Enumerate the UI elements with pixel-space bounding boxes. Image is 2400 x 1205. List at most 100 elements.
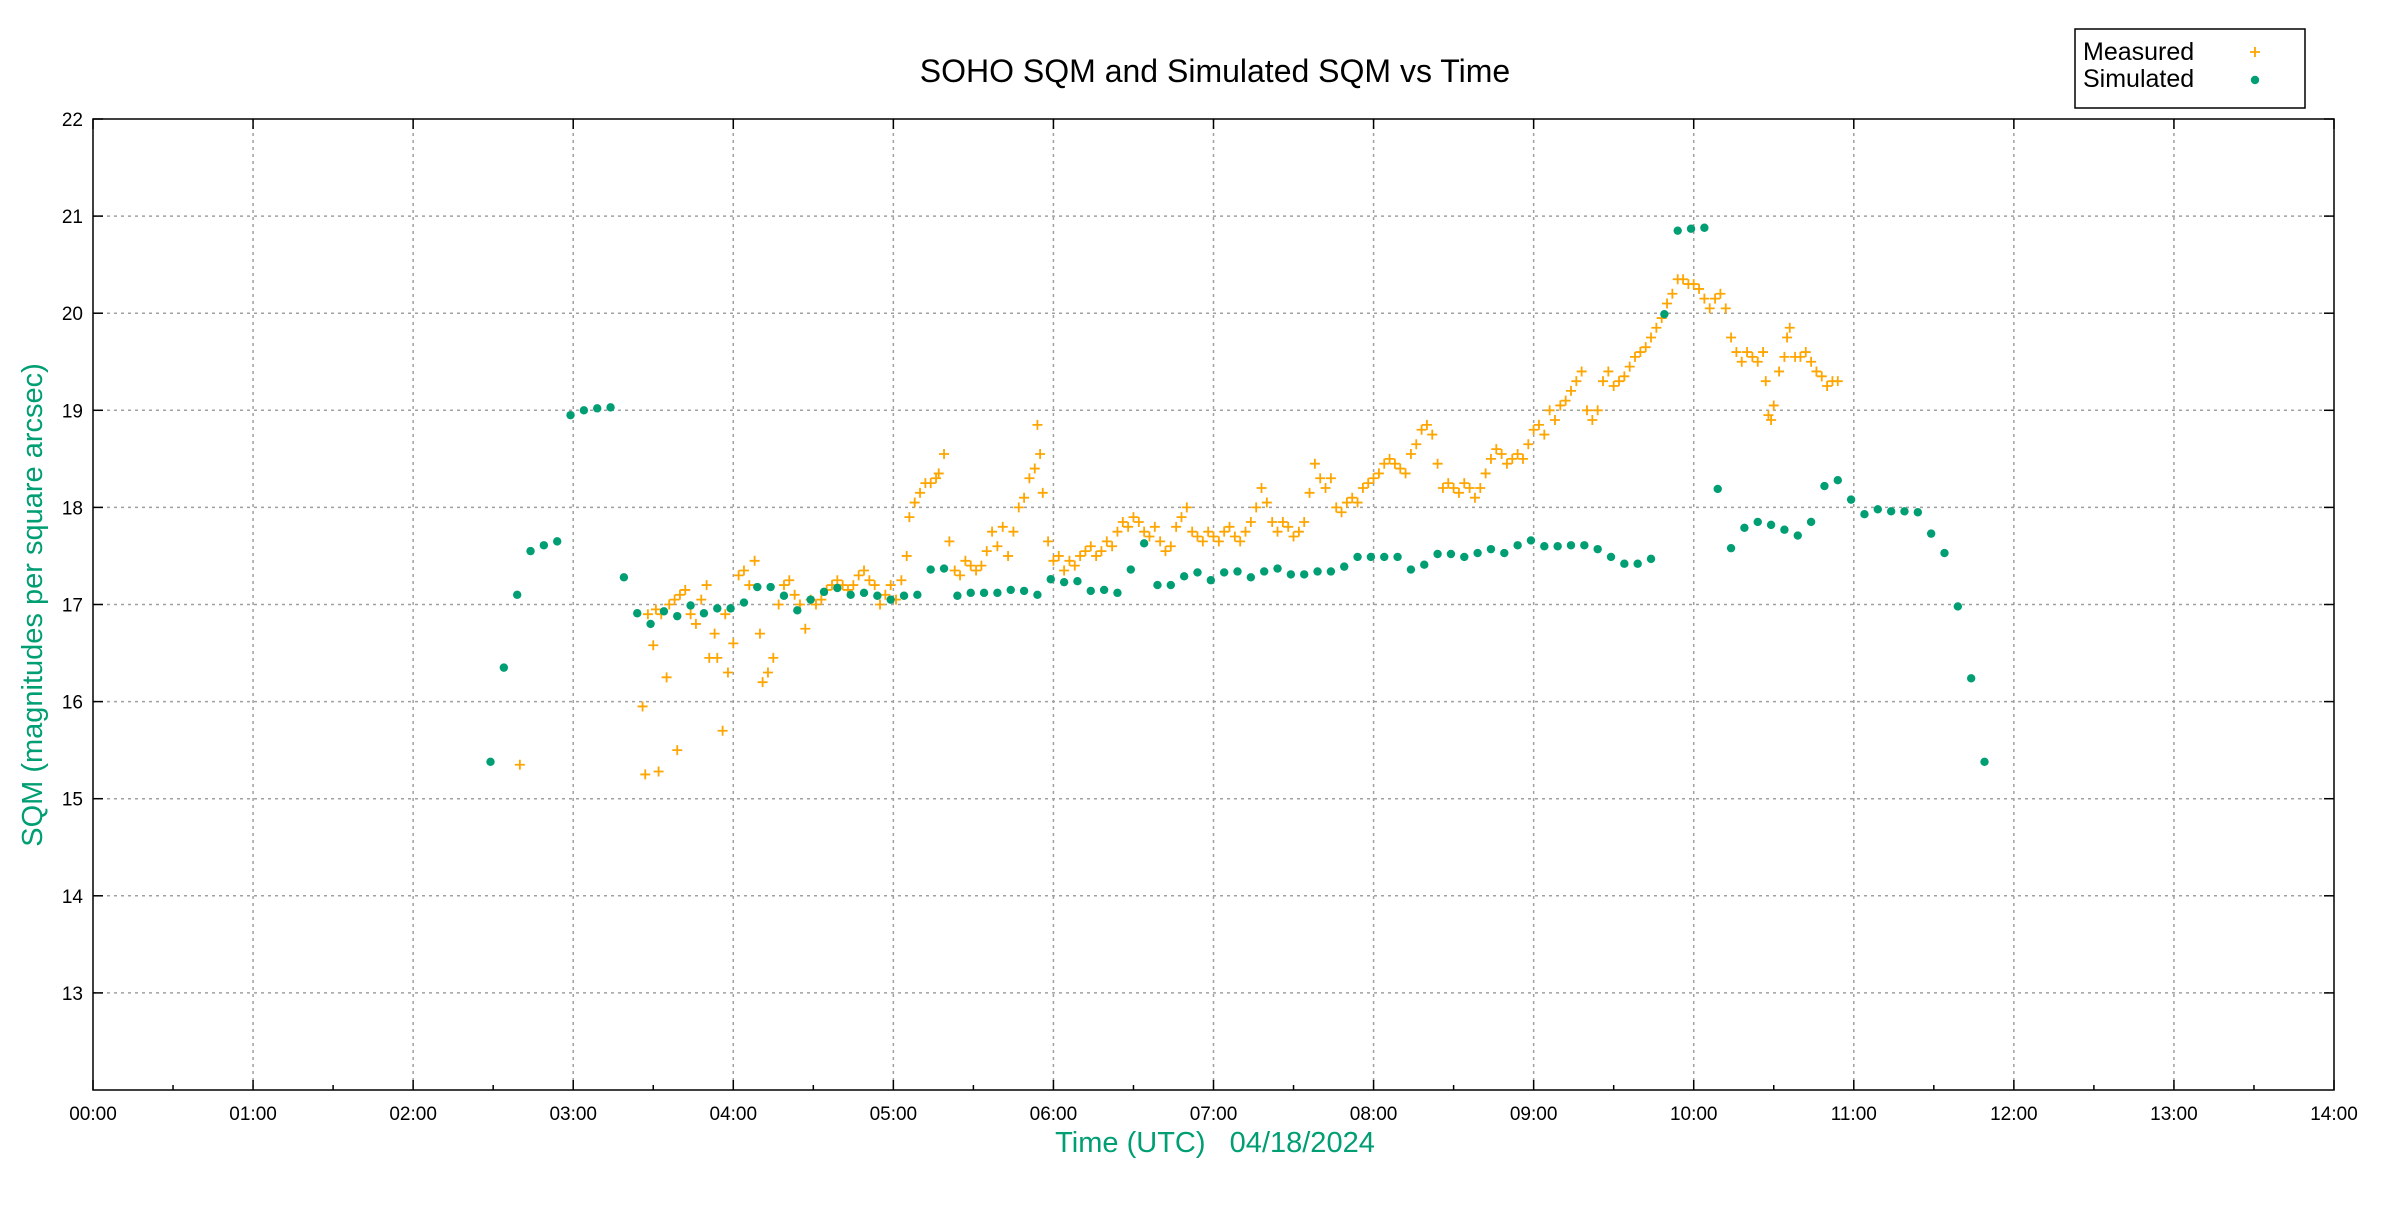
measured-point: [1389, 458, 1400, 469]
simulated-point: [1980, 757, 1989, 767]
measured-point: [744, 580, 755, 591]
measured-point: [1368, 473, 1379, 484]
simulated-point: [1206, 576, 1216, 585]
measured-point: [1667, 288, 1678, 299]
simulated-point: [1126, 565, 1135, 574]
measured-point: [1715, 288, 1726, 299]
measured-point: [1688, 279, 1699, 290]
measured-point: [709, 628, 720, 639]
measured-point: [728, 638, 739, 649]
measured-point: [1475, 482, 1486, 493]
x-tick-label: 14:00: [2310, 1104, 2358, 1125]
measured-point: [1181, 502, 1192, 513]
measured-point: [1736, 356, 1747, 367]
simulated-point: [886, 595, 895, 604]
simulated-point: [1833, 476, 1842, 485]
measured-point: [1043, 536, 1054, 547]
measured-point: [1373, 468, 1384, 479]
measured-point: [1139, 526, 1150, 537]
simulated-point: [1740, 523, 1749, 532]
simulated-point: [1673, 226, 1682, 235]
measured-point: [1582, 405, 1592, 416]
measured-point: [1091, 550, 1102, 561]
simulated-point: [1366, 552, 1376, 562]
measured-point: [1720, 303, 1731, 314]
measured-point: [965, 560, 976, 571]
measured-point: [1619, 371, 1630, 382]
simulated-point: [1433, 549, 1442, 559]
measured-point: [1485, 453, 1496, 464]
measured-point: [1347, 492, 1358, 503]
simulated-point: [1540, 542, 1549, 551]
measured-point: [904, 512, 915, 523]
legend-label-simulated: Simulated: [2083, 65, 2194, 93]
measured-point: [1315, 473, 1326, 484]
simulated-point: [1593, 544, 1602, 554]
simulated-point: [899, 591, 909, 600]
measured-point: [1726, 332, 1737, 343]
measured-point: [1251, 502, 1262, 513]
measured-point: [848, 580, 859, 591]
measured-point: [1427, 429, 1438, 440]
measured-point: [733, 570, 744, 581]
simulated-point: [593, 404, 602, 413]
measured-point: [1533, 419, 1544, 430]
measured-point: [1624, 361, 1635, 372]
simulated-point: [673, 611, 682, 621]
simulated-point: [1860, 509, 1869, 519]
measured-point: [955, 570, 966, 581]
measured-point: [1235, 536, 1246, 547]
measured-point: [976, 560, 987, 571]
measured-point: [1560, 395, 1571, 406]
measured-point: [1029, 463, 1040, 474]
simulated-point: [1380, 552, 1389, 562]
measured-point: [1822, 381, 1833, 392]
measured-point: [971, 565, 982, 576]
y-tick-label: 14: [62, 887, 84, 908]
simulated-point: [1820, 481, 1829, 491]
x-axis-label: Time (UTC) 04/18/2024: [1055, 1127, 1375, 1159]
chart-title: SOHO SQM and Simulated SQM vs Time: [920, 53, 1510, 89]
simulated-point: [846, 590, 855, 599]
measured-point: [1512, 448, 1523, 459]
measured-point: [1816, 371, 1827, 382]
measured-point: [880, 589, 891, 600]
simulated-point: [1620, 559, 1629, 568]
measured-point: [1101, 536, 1112, 547]
measured-point: [1229, 531, 1240, 542]
measured-point: [653, 766, 664, 777]
measured-point: [1517, 453, 1528, 464]
measured-point: [800, 623, 811, 634]
x-tick-label: 12:00: [1990, 1104, 2038, 1125]
measured-point: [1592, 405, 1603, 416]
measured-point: [757, 677, 768, 688]
simulated-point: [953, 591, 962, 600]
measured-point: [789, 589, 800, 600]
simulated-point: [1273, 564, 1282, 573]
measured-point: [720, 609, 731, 620]
simulated-point: [1086, 586, 1095, 596]
y-tick-label: 22: [62, 110, 83, 131]
y-tick-label: 19: [62, 401, 83, 422]
measured-point: [1405, 448, 1416, 459]
measured-point: [1630, 351, 1641, 362]
measured-point: [864, 575, 875, 586]
simulated-point: [1953, 602, 1963, 611]
simulated-point: [1846, 495, 1856, 504]
measured-point: [1766, 415, 1777, 426]
measured-point: [1448, 482, 1459, 493]
measured-point: [1299, 516, 1310, 527]
measured-point: [1363, 478, 1374, 489]
simulated-point: [619, 573, 629, 582]
measured-point: [1608, 381, 1619, 392]
measured-point: [960, 555, 971, 566]
simulated-point: [1753, 517, 1762, 527]
measured-point: [1053, 550, 1064, 561]
x-tick-label: 01:00: [229, 1104, 277, 1125]
measured-point: [1779, 351, 1790, 362]
simulated-point: [1326, 567, 1336, 576]
simulated-point: [833, 583, 842, 593]
simulated-point: [1246, 573, 1256, 582]
measured-point: [1069, 560, 1080, 571]
measured-point: [1544, 405, 1555, 416]
